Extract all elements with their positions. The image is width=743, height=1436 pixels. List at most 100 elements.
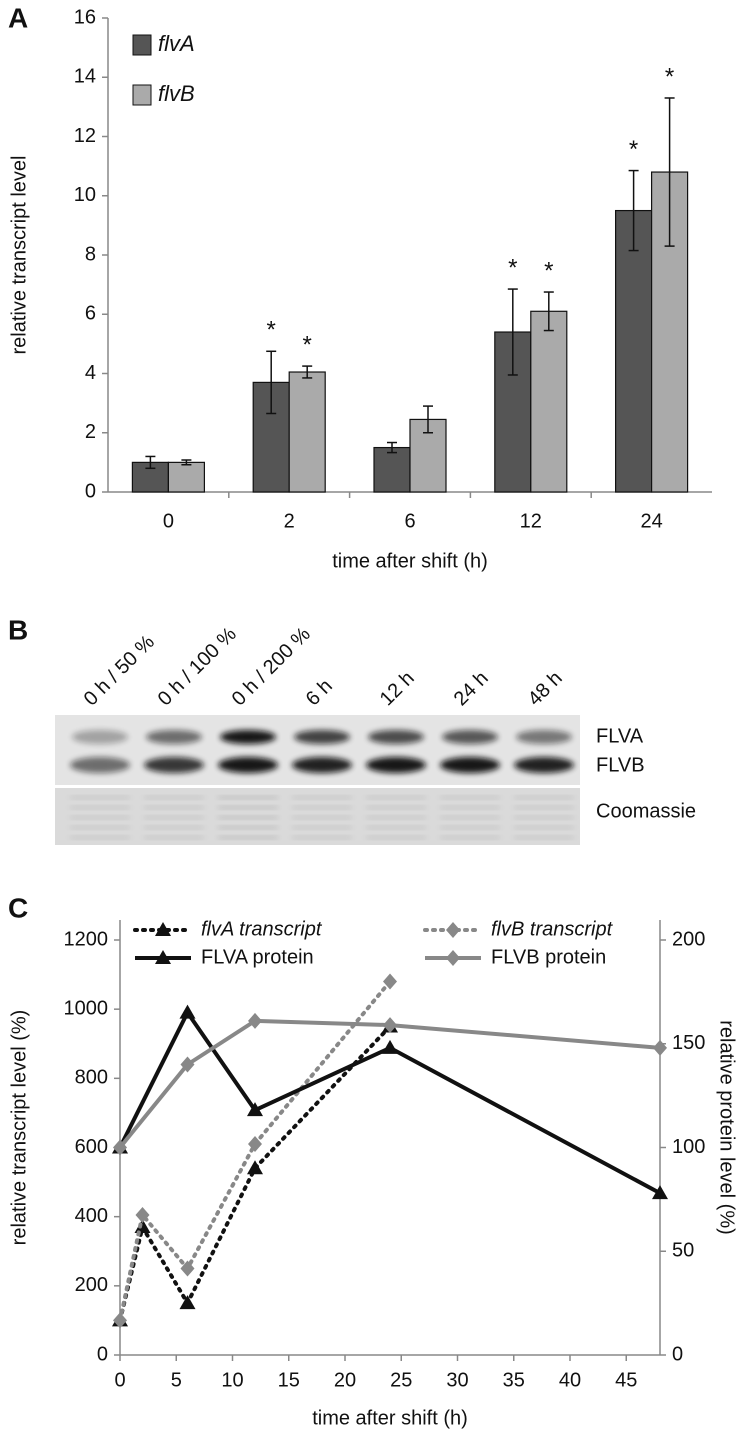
y-tick-label: 4 xyxy=(85,362,96,384)
gel-band xyxy=(440,806,500,809)
point-marker xyxy=(180,1056,195,1073)
x-tick-label: 45 xyxy=(615,1369,637,1391)
bar xyxy=(373,446,411,493)
y2-axis-label: relative protein level (%) xyxy=(716,1020,738,1235)
x-tick-label: 15 xyxy=(278,1369,300,1391)
legend-label: flvB xyxy=(158,81,195,106)
gel-band xyxy=(144,796,204,799)
gel-band xyxy=(514,826,574,829)
gel-band xyxy=(514,806,574,809)
significance-marker: * xyxy=(665,63,674,90)
x-tick-label: 40 xyxy=(559,1369,581,1391)
band xyxy=(366,757,426,773)
lane-label: 24 h xyxy=(450,667,493,710)
point-marker xyxy=(247,1160,263,1175)
point-marker xyxy=(113,1312,127,1329)
point-marker xyxy=(652,1185,668,1200)
gel-band xyxy=(144,826,204,829)
gel-band xyxy=(292,816,352,819)
gel-band xyxy=(440,796,500,799)
y-tick-label: 200 xyxy=(75,1274,108,1296)
gel-band xyxy=(514,796,574,799)
gel-band xyxy=(144,806,204,809)
point-marker xyxy=(155,950,171,964)
point-marker xyxy=(248,1136,262,1153)
legend-label: FLVA protein xyxy=(201,946,314,968)
y-tick-label: 0 xyxy=(97,1343,108,1365)
band xyxy=(294,730,350,744)
x-tick-label: 20 xyxy=(334,1369,356,1391)
y2-tick-label: 100 xyxy=(672,1136,705,1158)
y-tick-label: 12 xyxy=(74,125,96,147)
point-marker xyxy=(179,1004,196,1019)
y-tick-label: 800 xyxy=(75,1067,108,1089)
y-tick-label: 400 xyxy=(75,1205,108,1227)
y2-tick-label: 200 xyxy=(672,928,705,950)
gel-band xyxy=(218,826,278,829)
bar xyxy=(530,310,568,493)
gel-band xyxy=(70,796,130,799)
gel-band xyxy=(366,796,426,799)
panel-label: C xyxy=(8,892,28,923)
legend-label: flvA transcript xyxy=(201,918,323,940)
legend-label: FLVB protein xyxy=(491,946,606,968)
y-tick-label: 600 xyxy=(75,1136,108,1158)
x-axis-label: time after shift (h) xyxy=(332,550,488,572)
gel-band xyxy=(440,836,500,839)
lane-label: 0 h / 50 % xyxy=(80,631,159,710)
gel-band xyxy=(70,826,130,829)
gel-band xyxy=(70,836,130,839)
legend-swatch xyxy=(132,84,152,106)
gel-band xyxy=(440,816,500,819)
y2-tick-label: 0 xyxy=(672,1343,683,1365)
y-tick-label: 10 xyxy=(74,184,96,206)
blot-membrane xyxy=(55,715,580,785)
band-label: FLVA xyxy=(596,725,644,747)
significance-marker: * xyxy=(508,254,517,281)
point-marker xyxy=(179,1295,196,1310)
point-marker xyxy=(180,1260,195,1277)
gel-band xyxy=(292,826,352,829)
band xyxy=(442,730,498,744)
gel-band xyxy=(144,816,204,819)
gel-band xyxy=(514,836,574,839)
lane-label: 6 h xyxy=(302,675,337,710)
point-marker xyxy=(134,1219,151,1234)
y-axis-label: relative transcript level (%) xyxy=(8,1010,30,1246)
point-marker xyxy=(383,1017,397,1034)
gel-band xyxy=(144,836,204,839)
x-tick-label: 6 xyxy=(404,510,415,532)
x-tick-label: 24 xyxy=(640,510,662,532)
band xyxy=(146,730,202,744)
band xyxy=(440,757,500,773)
band xyxy=(516,730,572,744)
gel-band xyxy=(292,836,352,839)
y-tick-label: 6 xyxy=(85,303,96,325)
gel-band xyxy=(292,806,352,809)
gel-band xyxy=(218,806,278,809)
legend-swatch xyxy=(132,34,152,56)
band xyxy=(218,757,278,773)
band xyxy=(70,757,130,773)
y-tick-label: 2 xyxy=(85,421,96,443)
x-tick-label: 5 xyxy=(171,1369,182,1391)
bar xyxy=(614,209,653,493)
lane-label: 0 h / 100 % xyxy=(154,623,241,710)
gel-band xyxy=(70,816,130,819)
band-label: FLVB xyxy=(596,754,645,776)
bar xyxy=(288,371,326,493)
legend-label: flvB transcript xyxy=(491,918,614,940)
bar xyxy=(167,461,205,493)
y-tick-label: 14 xyxy=(74,66,96,88)
point-marker xyxy=(446,950,460,966)
significance-marker: * xyxy=(629,136,638,163)
legend-label: flvA xyxy=(158,31,195,56)
band xyxy=(144,757,204,773)
significance-marker: * xyxy=(267,317,276,344)
point-marker xyxy=(155,922,171,936)
gel-band xyxy=(366,816,426,819)
lane-label: 48 h xyxy=(524,667,567,710)
x-tick-label: 35 xyxy=(503,1369,525,1391)
y-tick-label: 0 xyxy=(85,480,96,502)
